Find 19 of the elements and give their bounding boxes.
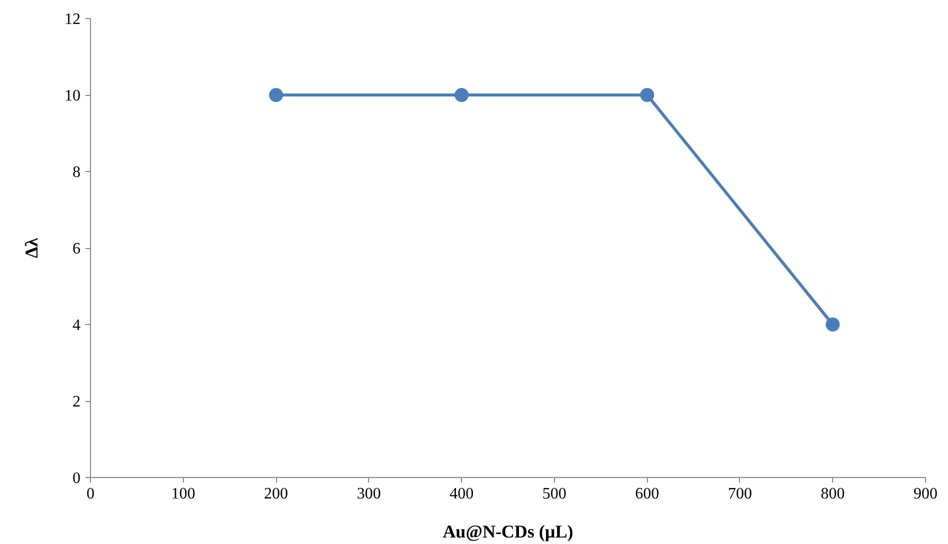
y-tick-label: 2 — [72, 394, 80, 410]
x-tick-label: 900 — [914, 486, 938, 502]
x-tick-label: 800 — [820, 486, 845, 502]
x-tick-label: 400 — [450, 486, 474, 502]
y-tick-label: 4 — [72, 317, 80, 334]
x-tick-label: 500 — [542, 486, 566, 502]
x-axis-title: Au@N-CDs (µL) — [442, 522, 574, 542]
x-tick-label: 700 — [728, 486, 752, 502]
y-axis-title: Δλ — [22, 238, 42, 258]
y-tick-label: 6 — [72, 240, 80, 258]
y-tick-label: 8 — [72, 164, 80, 181]
x-tick-label: 300 — [356, 486, 381, 502]
x-tick-label: 100 — [171, 486, 196, 502]
y-tick-label: 10 — [64, 88, 80, 104]
y-tick-label: 0 — [72, 470, 80, 487]
x-tick-label: 0 — [86, 486, 94, 502]
y-tick-label: 12 — [64, 11, 80, 28]
x-tick-label: 600 — [635, 486, 660, 502]
x-tick-label: 200 — [264, 486, 288, 502]
